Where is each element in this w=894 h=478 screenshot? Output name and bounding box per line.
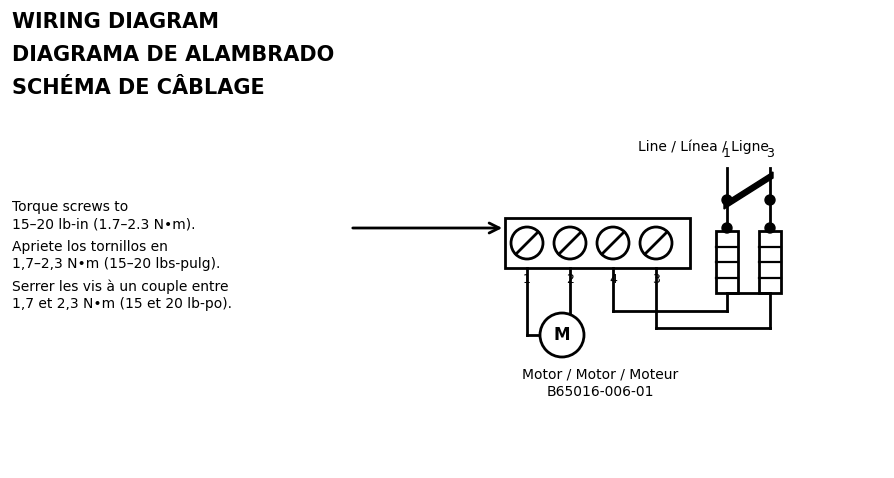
Text: 1: 1 xyxy=(723,147,731,160)
Text: 1,7–2,3 N•m (15–20 lbs-pulg).: 1,7–2,3 N•m (15–20 lbs-pulg). xyxy=(12,257,221,271)
Text: 3: 3 xyxy=(652,273,660,286)
Polygon shape xyxy=(724,172,773,209)
Text: Apriete los tornillos en: Apriete los tornillos en xyxy=(12,240,168,254)
Circle shape xyxy=(597,227,629,259)
Text: Torque screws to: Torque screws to xyxy=(12,200,128,214)
Circle shape xyxy=(765,223,775,233)
Text: Serrer les vis à un couple entre: Serrer les vis à un couple entre xyxy=(12,280,229,294)
Bar xyxy=(716,231,738,293)
Text: 1: 1 xyxy=(523,273,531,286)
Circle shape xyxy=(540,313,584,357)
Text: B65016-006-01: B65016-006-01 xyxy=(546,385,654,399)
Text: WIRING DIAGRAM: WIRING DIAGRAM xyxy=(12,12,219,32)
Text: 2: 2 xyxy=(566,273,574,286)
Text: Line / Línea / Ligne: Line / Línea / Ligne xyxy=(638,140,769,154)
Circle shape xyxy=(554,227,586,259)
Text: Motor / Motor / Moteur: Motor / Motor / Moteur xyxy=(522,367,679,381)
Circle shape xyxy=(722,223,732,233)
Bar xyxy=(505,218,690,268)
Circle shape xyxy=(511,227,543,259)
Circle shape xyxy=(765,195,775,205)
Circle shape xyxy=(722,195,732,205)
Text: 1,7 et 2,3 N•m (15 et 20 lb-po).: 1,7 et 2,3 N•m (15 et 20 lb-po). xyxy=(12,297,232,311)
Text: 4: 4 xyxy=(609,273,617,286)
Text: DIAGRAMA DE ALAMBRADO: DIAGRAMA DE ALAMBRADO xyxy=(12,45,334,65)
Text: 15–20 lb-in (1.7–2.3 N•m).: 15–20 lb-in (1.7–2.3 N•m). xyxy=(12,217,196,231)
Circle shape xyxy=(640,227,672,259)
Text: M: M xyxy=(553,326,570,344)
Text: 3: 3 xyxy=(766,147,774,160)
Bar xyxy=(759,231,781,293)
Text: SCHÉMA DE CÂBLAGE: SCHÉMA DE CÂBLAGE xyxy=(12,78,265,98)
